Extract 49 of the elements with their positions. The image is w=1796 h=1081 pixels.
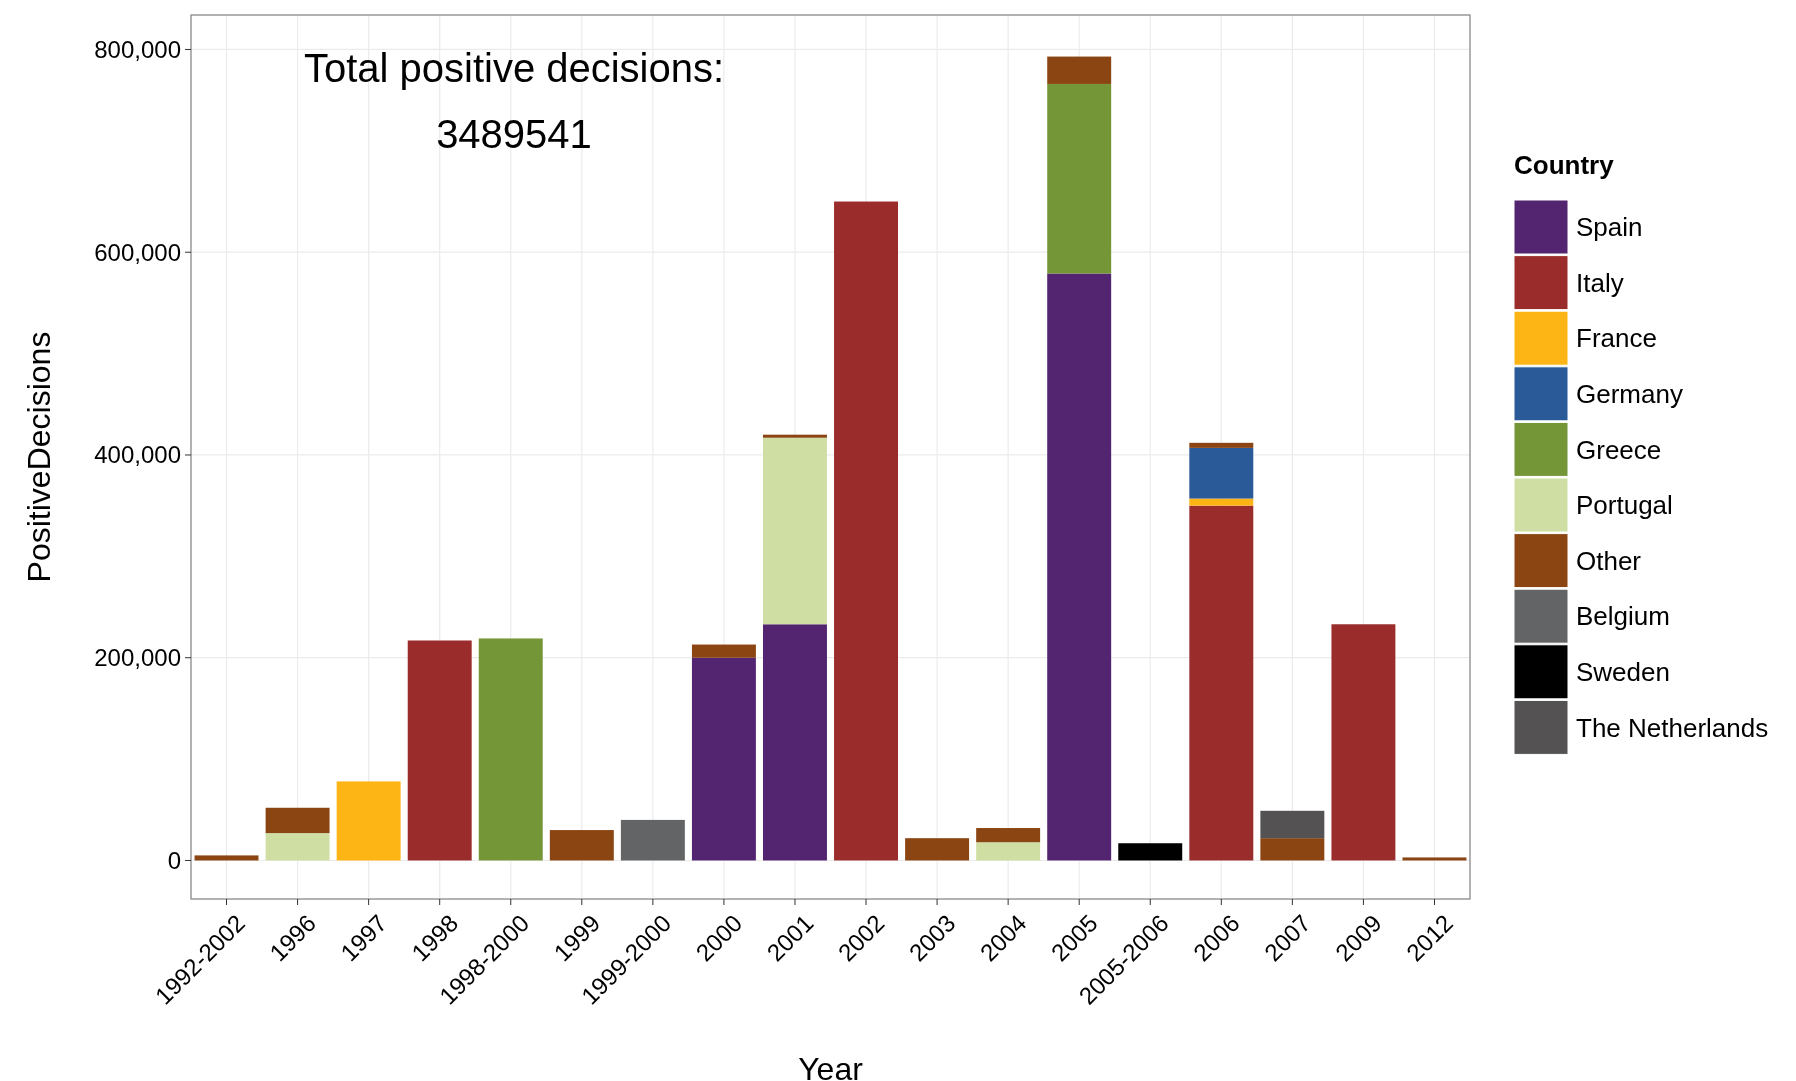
bar	[834, 201, 898, 861]
bar	[976, 842, 1041, 861]
bar	[1118, 843, 1183, 861]
legend-label: Other	[1576, 545, 1642, 576]
y-tick-label: 200,000	[94, 644, 181, 672]
y-tick-label: 0	[167, 846, 181, 874]
bar	[265, 807, 330, 834]
legend-label: Sweden	[1576, 656, 1670, 687]
bar	[1047, 56, 1112, 84]
y-tick-label: 600,000	[94, 238, 181, 266]
bar	[336, 781, 401, 861]
bar	[549, 830, 614, 861]
y-axis-title: PositiveDecisions	[21, 331, 57, 583]
legend-label: Belgium	[1576, 601, 1670, 632]
bar	[194, 855, 259, 861]
bar	[763, 624, 827, 861]
bar	[620, 819, 685, 861]
legend-label: Greece	[1576, 434, 1662, 465]
bar	[1331, 624, 1396, 861]
annotation: Total positive decisions:	[303, 46, 725, 90]
bar	[1189, 498, 1254, 506]
bar	[976, 828, 1041, 843]
y-tick-label: 800,000	[94, 35, 181, 63]
bar	[1260, 810, 1325, 839]
bar	[1189, 505, 1254, 861]
legend-label: France	[1576, 323, 1657, 354]
bar	[1189, 442, 1254, 448]
annotation: 3489541	[436, 112, 592, 156]
bar	[691, 657, 756, 861]
legend-label: Portugal	[1576, 490, 1673, 521]
legend-label: Italy	[1576, 267, 1624, 298]
bar	[1402, 857, 1467, 861]
bar	[407, 640, 472, 861]
bar	[1047, 273, 1112, 861]
bar	[763, 434, 827, 438]
bar	[1047, 83, 1112, 274]
y-tick-label: 400,000	[94, 441, 181, 469]
bar	[905, 838, 970, 861]
legend-title: Country	[1514, 150, 1615, 180]
bar	[478, 638, 543, 861]
legend-label: Germany	[1576, 378, 1683, 409]
bar	[763, 437, 827, 625]
legend-label: The Netherlands	[1576, 712, 1769, 743]
bar	[1260, 838, 1325, 861]
bar	[691, 644, 756, 658]
bar	[1189, 447, 1254, 499]
x-axis-title: Year	[798, 1051, 864, 1081]
legend-label: Spain	[1576, 212, 1643, 243]
bar	[265, 833, 330, 861]
